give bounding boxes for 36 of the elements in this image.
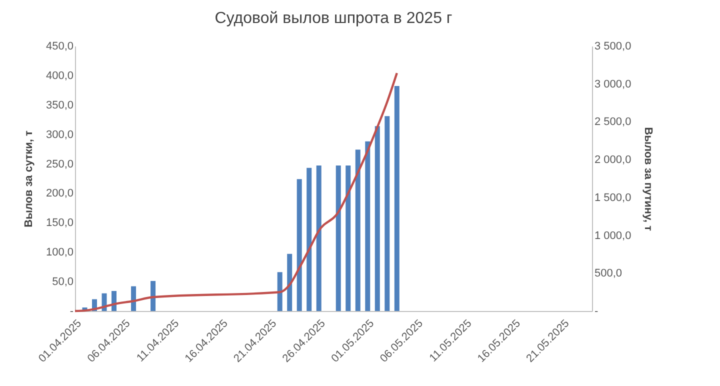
- y-tick-label: 450,0: [46, 40, 74, 52]
- bar: [384, 116, 390, 311]
- y-tick-label: 150,0: [46, 217, 74, 230]
- y-tick-label: 200,0: [46, 188, 74, 200]
- bar: [287, 254, 292, 311]
- y2-axis-title: Вылов за путину, т: [642, 127, 654, 232]
- y-tick-label: 50,0: [52, 276, 74, 288]
- bar: [316, 166, 322, 311]
- bar: [306, 168, 312, 311]
- y-tick-label: 350,0: [46, 99, 74, 112]
- line-series: [74, 72, 398, 312]
- y-tick-label: 250,0: [46, 158, 74, 170]
- y-tick-label: 400,0: [46, 70, 74, 82]
- y2-tick-label: 500,0: [594, 268, 622, 280]
- bar: [131, 286, 136, 311]
- chart-title: Судовой вылов шпрота в 2025 г: [214, 10, 452, 27]
- y-axis-title: Вылов за сутки, т: [22, 130, 35, 228]
- bar: [296, 179, 302, 311]
- y2-tick-label: -: [594, 306, 598, 318]
- y2-tick-label: 1 000,0: [594, 230, 632, 242]
- y2-tick-label: 2 500,0: [594, 116, 632, 128]
- y-tick-label: 300,0: [46, 128, 74, 141]
- bar: [150, 280, 156, 311]
- bar: [394, 86, 400, 311]
- y-tick-label: 100,0: [46, 246, 74, 259]
- bar: [374, 126, 380, 311]
- y2-tick-label: 1 500,0: [594, 192, 632, 204]
- y-tick-label: -: [70, 306, 74, 318]
- y2-tick-label: 3 000,0: [594, 78, 632, 90]
- bar: [336, 166, 341, 311]
- bar: [277, 272, 282, 311]
- bar: [346, 166, 351, 311]
- bar: [355, 150, 360, 311]
- bar: [365, 141, 370, 311]
- y2-tick-label: 3 500,0: [594, 40, 632, 52]
- y2-tick-label: 2 000,0: [594, 154, 632, 166]
